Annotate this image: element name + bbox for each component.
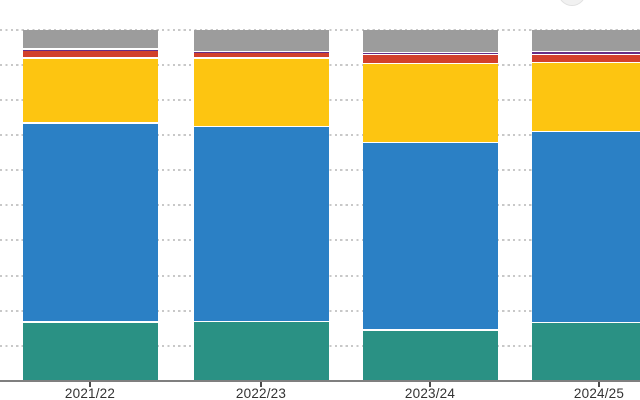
bar-segment-blue[interactable] — [531, 132, 640, 322]
bar-segment-yellow[interactable] — [531, 63, 640, 132]
bar-segment-purple[interactable] — [362, 53, 498, 55]
bar-segment-blue[interactable] — [22, 123, 158, 322]
x-axis-label: 2024/25 — [573, 386, 625, 400]
x-axis-tick — [598, 382, 600, 388]
bar-segment-purple[interactable] — [22, 49, 158, 51]
bar-segment-blue[interactable] — [362, 142, 498, 330]
bar-segment-yellow[interactable] — [22, 58, 158, 123]
bar-segment-gray[interactable] — [531, 29, 640, 51]
bar-segment-gray[interactable] — [22, 29, 158, 49]
x-axis-tick — [260, 382, 262, 388]
bar-2021-22 — [22, 0, 158, 400]
bar-segment-teal[interactable] — [193, 321, 329, 381]
bar-segment-red[interactable] — [22, 51, 158, 58]
bar-2023-24 — [362, 0, 498, 400]
bar-segment-yellow[interactable] — [362, 64, 498, 142]
bar-2022-23 — [193, 0, 329, 400]
x-axis-label: 2021/22 — [64, 386, 116, 400]
bar-2024-25 — [531, 0, 640, 400]
bar-segment-teal[interactable] — [531, 323, 640, 381]
bar-segment-gray[interactable] — [193, 29, 329, 51]
x-axis-tick — [89, 382, 91, 388]
bar-segment-red[interactable] — [531, 55, 640, 62]
bar-segment-gray[interactable] — [362, 29, 498, 53]
x-axis-label: 2023/24 — [404, 386, 456, 400]
bar-segment-teal[interactable] — [362, 330, 498, 381]
bar-segment-teal[interactable] — [22, 322, 158, 381]
x-axis-line — [0, 380, 640, 383]
bar-segment-red[interactable] — [362, 55, 498, 63]
bar-segment-red[interactable] — [193, 52, 329, 58]
bar-segment-purple[interactable] — [531, 51, 640, 55]
bar-segment-yellow[interactable] — [193, 58, 329, 127]
x-axis-tick — [429, 382, 431, 388]
bar-segment-blue[interactable] — [193, 127, 329, 321]
x-axis-label: 2022/23 — [235, 386, 287, 400]
